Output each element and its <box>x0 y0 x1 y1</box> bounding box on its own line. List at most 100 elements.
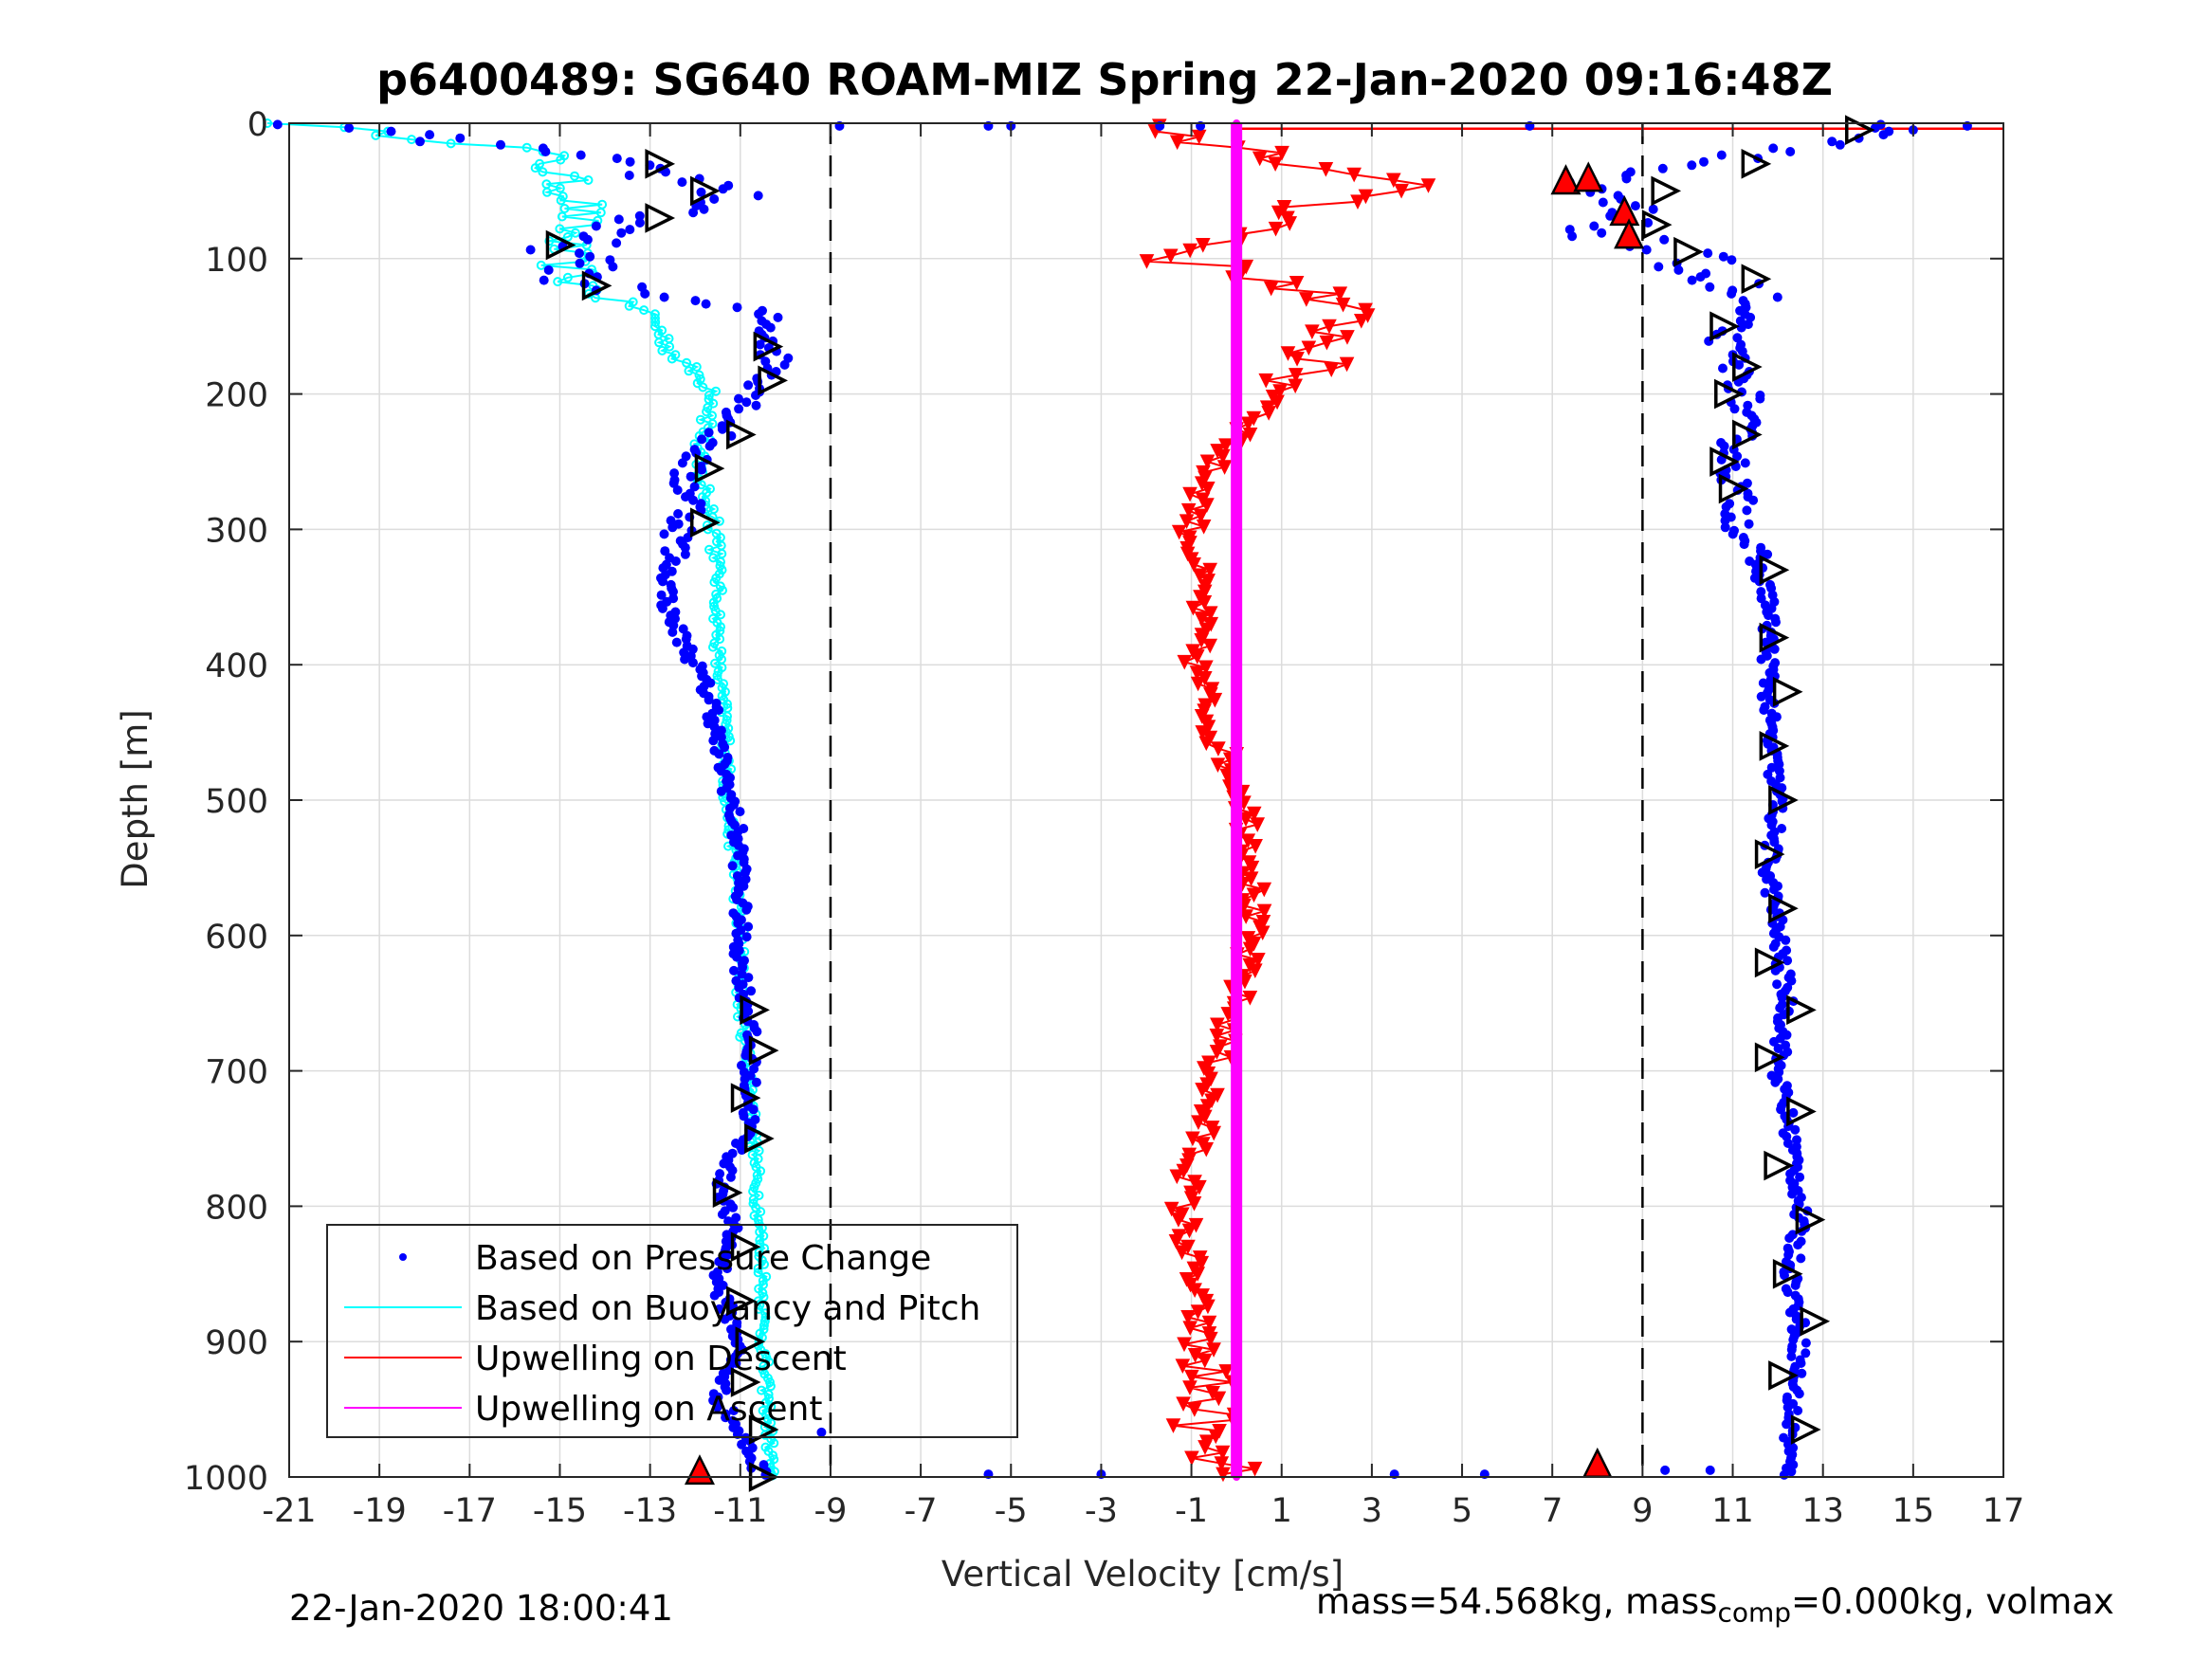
upwelling-ascent-marker <box>1233 1158 1241 1167</box>
upwelling-descent-marker <box>1196 520 1212 535</box>
turn-marker <box>1741 149 1772 179</box>
upwelling-ascent-marker <box>1233 282 1241 290</box>
turn-marker <box>545 229 576 261</box>
pressure-change-point <box>616 228 627 238</box>
upwelling-ascent-marker <box>1233 476 1241 484</box>
upwelling-descent-marker <box>1187 1402 1202 1417</box>
buoyancy-pitch-point <box>753 1264 763 1274</box>
upwelling-descent-marker <box>1211 1391 1227 1407</box>
pressure-change-point <box>720 742 730 753</box>
pressure-change-point <box>660 546 670 556</box>
pressure-change-point <box>697 434 707 445</box>
upwelling-descent-marker <box>1202 638 1218 654</box>
buoyancy-pitch-point <box>718 585 727 595</box>
x-tick-label: 15 <box>1892 1492 1935 1530</box>
pressure-change-point <box>668 587 678 597</box>
upwelling-ascent-marker <box>1233 130 1241 138</box>
upwelling-descent-marker <box>1198 736 1215 752</box>
upwelling-ascent-marker <box>1233 1322 1241 1330</box>
pressure-change-point <box>1771 617 1781 628</box>
upwelling-ascent-marker <box>1233 228 1241 236</box>
plot-area <box>263 115 2003 1492</box>
pressure-change-point <box>1792 1135 1801 1145</box>
upwelling-descent-marker <box>1242 990 1258 1006</box>
pressure-change-point <box>1720 516 1730 526</box>
pressure-change-point <box>699 204 709 214</box>
pressure-change-point <box>496 139 505 150</box>
pressure-change-point <box>680 549 690 559</box>
upwelling-ascent-marker <box>1233 877 1241 885</box>
red-up-triangle <box>1550 164 1581 195</box>
x-tick-label: -7 <box>905 1492 938 1530</box>
upwelling-descent-marker <box>1210 757 1226 773</box>
pressure-change-point <box>657 603 667 613</box>
pressure-change-point <box>1734 359 1745 370</box>
upwelling-descent-marker <box>1195 1083 1210 1098</box>
upwelling-ascent-marker <box>1233 1180 1241 1189</box>
pressure-change-point <box>752 1027 762 1037</box>
pressure-change-point <box>1718 251 1728 262</box>
buoyancy-pitch-point <box>570 171 579 181</box>
pressure-change-point <box>1718 363 1728 374</box>
x-tick-label: 1 <box>1271 1492 1292 1530</box>
upwelling-descent-marker <box>1256 882 1272 898</box>
upwelling-descent-marker <box>1190 676 1206 692</box>
pressure-change-point <box>386 126 396 137</box>
upwelling-ascent-marker <box>1233 531 1241 539</box>
pressure-change-point <box>1758 678 1768 688</box>
upwelling-descent-marker <box>1335 297 1351 313</box>
turn-marker <box>689 175 721 207</box>
pressure-change-point <box>741 397 752 408</box>
upwelling-ascent-marker <box>1233 758 1241 767</box>
pressure-change-point <box>683 533 693 542</box>
pressure-change-point <box>667 627 678 637</box>
pressure-change-point <box>680 542 690 553</box>
turn-marker <box>753 331 784 362</box>
turn-marker <box>1714 378 1745 410</box>
upwelling-ascent-marker <box>1233 737 1241 745</box>
upwelling-ascent-marker <box>1233 1126 1241 1135</box>
turn-marker <box>758 365 789 396</box>
turn-marker <box>1768 893 1799 924</box>
y-tick-label: 200 <box>205 377 268 415</box>
buoyancy-pitch-point <box>559 204 570 213</box>
turn-marker <box>1768 785 1799 815</box>
buoyancy-pitch-point <box>595 208 606 218</box>
upwelling-ascent-marker <box>1233 1300 1241 1308</box>
upwelling-ascent-marker <box>1233 823 1241 831</box>
upwelling-ascent-marker <box>1233 314 1241 322</box>
upwelling-descent-marker <box>1238 811 1253 828</box>
upwelling-ascent-marker <box>1233 964 1241 973</box>
pressure-change-point <box>1720 522 1730 533</box>
upwelling-ascent-marker <box>1233 953 1241 961</box>
pressure-change-point <box>751 1077 761 1087</box>
buoyancy-pitch-point <box>650 317 661 327</box>
upwelling-descent-marker <box>1179 514 1195 529</box>
red-up-triangle <box>1609 195 1640 227</box>
pressure-change-point <box>1769 1036 1779 1047</box>
upwelling-descent-marker <box>1139 254 1155 269</box>
buoyancy-pitch-point <box>712 670 722 681</box>
upwelling-descent-marker <box>1319 335 1335 351</box>
upwelling-descent-marker <box>1182 243 1197 259</box>
upwelling-descent-marker <box>1250 817 1266 832</box>
buoyancy-pitch-point <box>407 135 417 145</box>
upwelling-ascent-marker <box>1233 1376 1241 1384</box>
upwelling-descent-marker <box>1169 135 1185 151</box>
upwelling-ascent-marker <box>1233 942 1241 951</box>
upwelling-ascent-marker <box>1233 1137 1241 1145</box>
buoyancy-pitch-point <box>682 357 692 368</box>
pressure-change-point <box>1755 393 1765 404</box>
x-tick-label: -15 <box>533 1492 587 1530</box>
upwelling-ascent-marker <box>1233 866 1241 875</box>
buoyancy-pitch-point <box>765 1377 775 1387</box>
pressure-change-point <box>612 154 622 164</box>
turn-marker <box>1759 622 1790 653</box>
pressure-change-point <box>779 359 790 370</box>
pressure-change-point <box>1784 1233 1795 1243</box>
upwelling-ascent-marker <box>1233 238 1241 246</box>
pressure-change-point <box>543 264 554 275</box>
x-tick-label: -11 <box>713 1492 767 1530</box>
pressure-change-point <box>1790 1280 1801 1290</box>
x-tick-label: -17 <box>443 1492 497 1530</box>
